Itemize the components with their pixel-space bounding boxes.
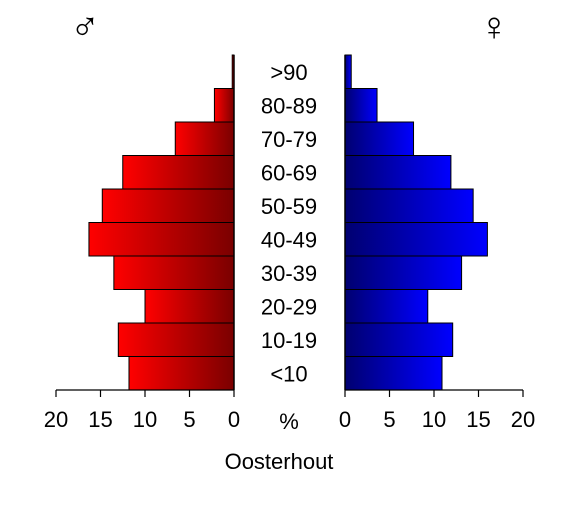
age-group-label: 10-19 <box>261 328 317 353</box>
male-bar <box>122 155 235 190</box>
right-axis-tick-label: 10 <box>422 407 446 432</box>
right-axis-tick-label: 5 <box>383 407 395 432</box>
female-bar <box>344 121 415 156</box>
chart-title: Oosterhout <box>225 449 334 474</box>
age-group-label: >90 <box>270 60 307 85</box>
female-bar <box>344 188 474 223</box>
right-axis-tick-label: 0 <box>339 407 351 432</box>
female-bar <box>344 88 378 123</box>
male-bar <box>117 322 235 357</box>
percent-axis-label: % <box>279 409 299 434</box>
left-axis-tick-label: 20 <box>44 407 68 432</box>
age-group-label: 50-59 <box>261 194 317 219</box>
male-bar <box>113 255 235 290</box>
left-x-axis: 20 15 10 5 0 <box>44 389 240 432</box>
male-symbol: ♂ <box>70 5 100 49</box>
age-group-label: 40-49 <box>261 227 317 252</box>
female-bar <box>344 222 488 257</box>
female-bar <box>344 289 429 324</box>
right-x-axis: 0 5 10 15 20 <box>339 389 535 432</box>
male-bars <box>88 54 235 391</box>
age-group-label: 60-69 <box>261 160 317 185</box>
female-bar <box>344 356 443 391</box>
age-group-label: <10 <box>270 361 307 386</box>
female-bars <box>344 54 488 391</box>
female-bar <box>344 322 454 357</box>
age-group-label: 20-29 <box>261 294 317 319</box>
left-axis-tick-label: 15 <box>88 407 112 432</box>
male-bar <box>128 356 235 391</box>
left-axis-tick-label: 10 <box>133 407 157 432</box>
left-axis-tick-label: 5 <box>183 407 195 432</box>
male-bar <box>88 222 235 257</box>
male-bar <box>101 188 235 223</box>
age-group-label: 30-39 <box>261 261 317 286</box>
male-bar <box>174 121 235 156</box>
age-group-labels: <10 10-19 20-29 30-39 40-49 50-59 60-69 70-79 80… <box>261 60 317 387</box>
female-bar <box>344 54 352 89</box>
female-bar <box>344 155 452 190</box>
age-group-label: 80-89 <box>261 93 317 118</box>
female-symbol: ♀ <box>479 5 509 49</box>
female-bar <box>344 255 463 290</box>
right-axis-tick-label: 20 <box>511 407 535 432</box>
male-bar <box>213 88 235 123</box>
left-axis-tick-label: 0 <box>228 407 240 432</box>
male-bar <box>144 289 235 324</box>
age-group-label: 70-79 <box>261 127 317 152</box>
right-axis-tick-label: 15 <box>466 407 490 432</box>
